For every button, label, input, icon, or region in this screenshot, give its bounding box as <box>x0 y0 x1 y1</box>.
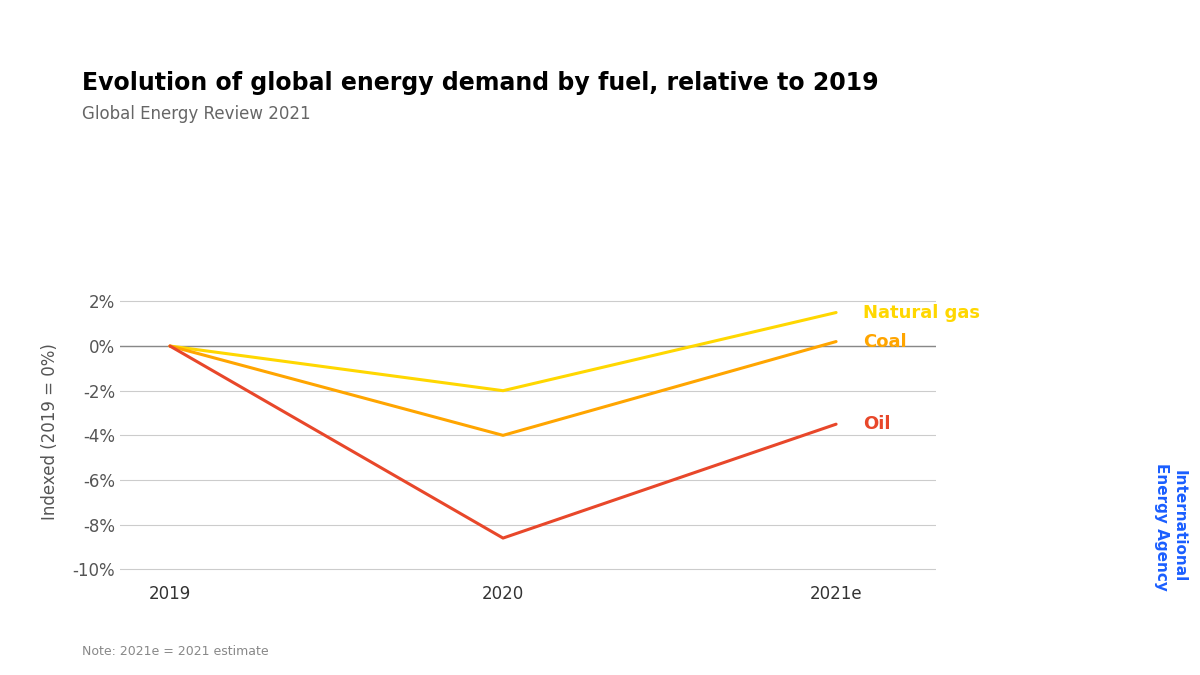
Text: Oil: Oil <box>863 415 890 433</box>
Text: Global Energy Review 2021: Global Energy Review 2021 <box>82 105 311 123</box>
Text: Coal: Coal <box>863 333 906 350</box>
Text: International
Energy Agency: International Energy Agency <box>1154 462 1187 591</box>
Text: Evolution of global energy demand by fuel, relative to 2019: Evolution of global energy demand by fue… <box>82 71 878 95</box>
Text: Note: 2021e = 2021 estimate: Note: 2021e = 2021 estimate <box>82 645 269 658</box>
Text: Natural gas: Natural gas <box>863 304 979 321</box>
Y-axis label: Indexed (2019 = 0%): Indexed (2019 = 0%) <box>41 344 59 520</box>
